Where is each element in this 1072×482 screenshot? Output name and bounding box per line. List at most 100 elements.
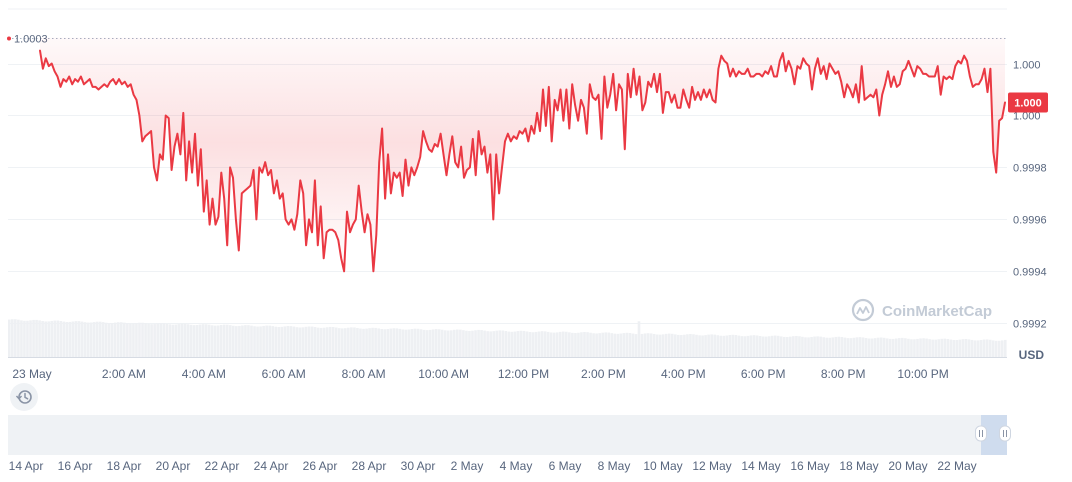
current-price-tag: 1.000 — [1008, 92, 1048, 113]
volume-bar — [483, 330, 486, 357]
price-line-series[interactable] — [39, 49, 1006, 273]
volume-bar — [719, 335, 723, 357]
volume-bar — [337, 328, 341, 357]
x-tick-label: 4:00 PM — [661, 367, 706, 381]
volume-bar — [71, 321, 75, 357]
current-price-badge — [1008, 92, 1048, 113]
watermark-text: CoinMarketCap — [882, 303, 992, 320]
volume-bar — [601, 332, 604, 357]
volume-bar — [274, 326, 278, 357]
volume-bar — [126, 323, 129, 357]
navigator-tick-label: 12 May — [692, 459, 731, 473]
volume-bar — [232, 325, 235, 357]
volume-bar — [755, 335, 759, 357]
volume-bar — [589, 332, 592, 357]
volume-bar — [964, 339, 968, 357]
volume-bar — [359, 328, 362, 357]
volume-bar — [86, 322, 90, 357]
volume-bar — [795, 335, 798, 357]
navigator-track[interactable] — [8, 415, 1007, 455]
y-tick-label: 0.9992 — [1013, 319, 1047, 331]
volume-bar — [758, 336, 762, 357]
volume-bar — [271, 326, 274, 357]
volume-bar — [207, 324, 211, 357]
volume-bar — [277, 327, 281, 357]
volume-bar — [716, 335, 720, 357]
volume-bar — [222, 324, 226, 357]
volume-bar — [174, 324, 178, 357]
y-tick-label: 1.000 — [1013, 60, 1041, 72]
volume-bar — [798, 336, 801, 357]
range-navigator[interactable]: 14 Apr 16 Apr 18 Apr 20 Apr 22 Apr 24 Apr 26 A… — [8, 415, 1011, 473]
volume-bar — [825, 337, 828, 357]
volume-bar — [561, 331, 565, 357]
volume-bar — [11, 319, 14, 357]
volume-bar — [135, 323, 138, 357]
volume-bar — [677, 334, 680, 357]
volume-bar — [210, 325, 214, 357]
volume-bar — [861, 337, 865, 357]
volume-bars — [8, 319, 1007, 357]
volume-bar — [283, 326, 287, 357]
history-button[interactable] — [10, 383, 38, 411]
volume-bar — [840, 337, 844, 357]
volume-bar — [504, 331, 508, 357]
volume-bar — [891, 338, 895, 357]
navigator-tick-label: 22 Apr — [205, 459, 240, 473]
navigator-right-handle[interactable] — [999, 425, 1011, 442]
volume-bar — [776, 335, 780, 357]
navigator-tick-label: 20 Apr — [156, 459, 191, 473]
volume-bar — [531, 332, 535, 357]
volume-bar — [746, 335, 750, 357]
volume-bar — [180, 323, 184, 357]
volume-bar — [740, 336, 744, 357]
volume-bar — [101, 322, 105, 357]
volume-bar — [47, 321, 50, 357]
navigator-tick-label: 18 Apr — [107, 459, 142, 473]
volume-bar — [141, 322, 144, 357]
volume-bar — [434, 329, 438, 357]
volume-bar — [492, 331, 495, 357]
volume-bar — [522, 330, 526, 357]
volume-bar — [265, 325, 268, 357]
volume-bar — [973, 340, 977, 357]
volume-bar — [14, 319, 17, 357]
volume-bar — [910, 339, 913, 357]
volume-bar — [982, 339, 986, 357]
volume-bar — [970, 339, 974, 357]
volume-bar — [680, 335, 683, 357]
navigator-tick-label: 14 May — [741, 459, 780, 473]
volume-bar — [1003, 339, 1007, 357]
volume-bar — [519, 330, 523, 357]
navigator-tick-label: 28 Apr — [352, 459, 387, 473]
volume-bar — [692, 334, 695, 357]
volume-bar — [698, 335, 701, 357]
volume-bar — [380, 329, 383, 357]
volume-bar — [331, 327, 335, 357]
navigator-tick-label: 14 Apr — [9, 459, 44, 473]
coinmarketcap-watermark: CoinMarketCap — [851, 298, 992, 322]
history-button-bg[interactable] — [10, 383, 38, 411]
volume-bar — [858, 337, 862, 357]
volume-bar — [107, 323, 111, 357]
current-price-value: 1.000 — [1014, 98, 1042, 110]
x-tick-label: 12:00 PM — [498, 367, 549, 381]
volume-bar — [683, 334, 686, 357]
navigator-left-handle[interactable] — [975, 425, 987, 442]
volume-bar — [50, 320, 54, 357]
volume-bar — [162, 323, 166, 357]
navigator-tick-label: 16 May — [790, 459, 829, 473]
x-tick-label: 8:00 PM — [821, 367, 866, 381]
volume-bar — [468, 330, 471, 357]
volume-bar — [56, 320, 60, 357]
x-tick-label: 4:00 AM — [182, 367, 226, 381]
volume-bar — [362, 328, 365, 357]
volume-bar — [443, 330, 447, 357]
volume-bar — [198, 324, 202, 357]
volume-bar — [813, 336, 816, 357]
volume-bar — [422, 329, 426, 357]
volume-bar — [661, 334, 665, 357]
